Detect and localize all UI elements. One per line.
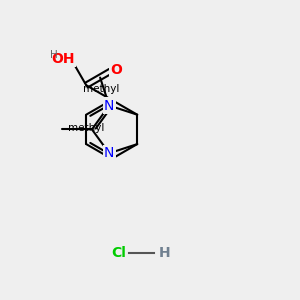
Text: N: N <box>104 99 114 112</box>
Text: methyl: methyl <box>68 123 104 133</box>
Text: OH: OH <box>52 52 75 66</box>
Text: methyl: methyl <box>83 84 120 94</box>
Text: O: O <box>110 63 122 77</box>
Text: N: N <box>104 146 114 160</box>
Text: Cl: Cl <box>112 246 126 260</box>
Text: H: H <box>50 50 58 59</box>
Text: H: H <box>159 246 170 260</box>
